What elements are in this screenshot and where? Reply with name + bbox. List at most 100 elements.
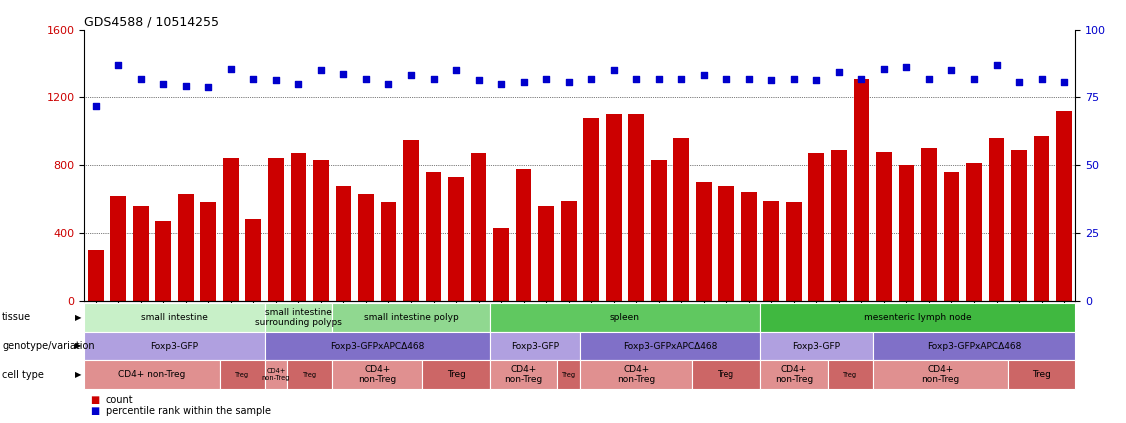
Bar [873, 332, 1075, 360]
Bar [287, 360, 332, 389]
Text: small intestine: small intestine [141, 313, 208, 322]
Bar [490, 332, 580, 360]
Bar [899, 165, 914, 301]
Point [762, 77, 780, 84]
Bar [966, 163, 982, 301]
Point [807, 77, 825, 84]
Point [988, 62, 1006, 69]
Point [627, 75, 645, 82]
Text: GDS4588 / 10514255: GDS4588 / 10514255 [84, 16, 220, 28]
Bar [989, 138, 1004, 301]
Bar [220, 360, 265, 389]
Bar [760, 360, 828, 389]
Point [289, 80, 307, 87]
Bar [786, 203, 802, 301]
Point [672, 75, 690, 82]
Text: Treg: Treg [303, 372, 316, 378]
Bar [178, 194, 194, 301]
Bar [696, 182, 712, 301]
Text: CD4+
non-Treg: CD4+ non-Treg [775, 365, 813, 385]
Text: ■: ■ [90, 395, 99, 404]
Text: count: count [106, 395, 134, 404]
Point [605, 67, 623, 74]
Text: CD4+
non-Treg: CD4+ non-Treg [617, 365, 655, 385]
Bar [808, 153, 824, 301]
Point [695, 72, 713, 79]
Bar [583, 118, 599, 301]
Text: small intestine polyp: small intestine polyp [364, 313, 458, 322]
Text: Foxp3-GFPxAPCΔ468: Foxp3-GFPxAPCΔ468 [623, 341, 717, 351]
Text: Treg: Treg [1033, 370, 1051, 379]
Text: Treg: Treg [235, 372, 249, 378]
Text: tissue: tissue [2, 312, 32, 322]
Point [312, 67, 330, 74]
Bar [876, 151, 892, 301]
Bar [200, 203, 216, 301]
Text: Foxp3-GFPxAPCΔ468: Foxp3-GFPxAPCΔ468 [330, 341, 425, 351]
Bar [831, 150, 847, 301]
Bar [760, 303, 1075, 332]
Bar [84, 360, 220, 389]
Bar [561, 201, 577, 301]
Bar [245, 220, 261, 301]
Point [402, 72, 420, 79]
Bar [332, 360, 422, 389]
Bar [403, 140, 419, 301]
Point [1055, 79, 1073, 85]
Text: spleen: spleen [610, 313, 640, 322]
Bar [291, 153, 306, 301]
Point [537, 75, 555, 82]
Text: ■: ■ [90, 407, 99, 416]
Text: ▶: ▶ [74, 313, 81, 322]
Point [177, 82, 195, 89]
Point [379, 80, 397, 87]
Point [830, 69, 848, 75]
Bar [760, 332, 873, 360]
Bar [921, 148, 937, 301]
Bar [268, 158, 284, 301]
Text: ▶: ▶ [74, 370, 81, 379]
Bar [155, 221, 171, 301]
Bar [606, 114, 622, 301]
Bar [516, 169, 531, 301]
Bar [673, 138, 689, 301]
Point [447, 67, 465, 74]
Text: small intestine
surrounding polyps: small intestine surrounding polyps [254, 308, 342, 327]
Point [154, 80, 172, 87]
Bar [692, 360, 760, 389]
Point [785, 75, 803, 82]
Bar [381, 203, 396, 301]
Bar [493, 228, 509, 301]
Bar [88, 250, 104, 301]
Bar [873, 360, 1008, 389]
Point [470, 77, 488, 84]
Bar [944, 172, 959, 301]
Text: Treg: Treg [843, 372, 857, 378]
Text: ▶: ▶ [74, 341, 81, 351]
Text: percentile rank within the sample: percentile rank within the sample [106, 407, 271, 416]
Bar [265, 360, 287, 389]
Point [492, 80, 510, 87]
Point [740, 75, 758, 82]
Bar [84, 303, 265, 332]
Bar [223, 158, 239, 301]
Bar [651, 160, 667, 301]
Bar [313, 160, 329, 301]
Bar [422, 360, 490, 389]
Bar [741, 192, 757, 301]
Point [357, 75, 375, 82]
Text: Foxp3-GFP: Foxp3-GFP [793, 341, 840, 351]
Point [942, 67, 960, 74]
Bar [763, 201, 779, 301]
Point [334, 70, 352, 77]
Point [109, 62, 127, 69]
Bar [265, 303, 332, 332]
Point [244, 75, 262, 82]
Bar [332, 303, 490, 332]
Bar [580, 360, 692, 389]
Text: CD4+
non-Treg: CD4+ non-Treg [921, 365, 959, 385]
Bar [358, 194, 374, 301]
Point [920, 75, 938, 82]
Text: cell type: cell type [2, 370, 44, 380]
Bar [718, 186, 734, 301]
